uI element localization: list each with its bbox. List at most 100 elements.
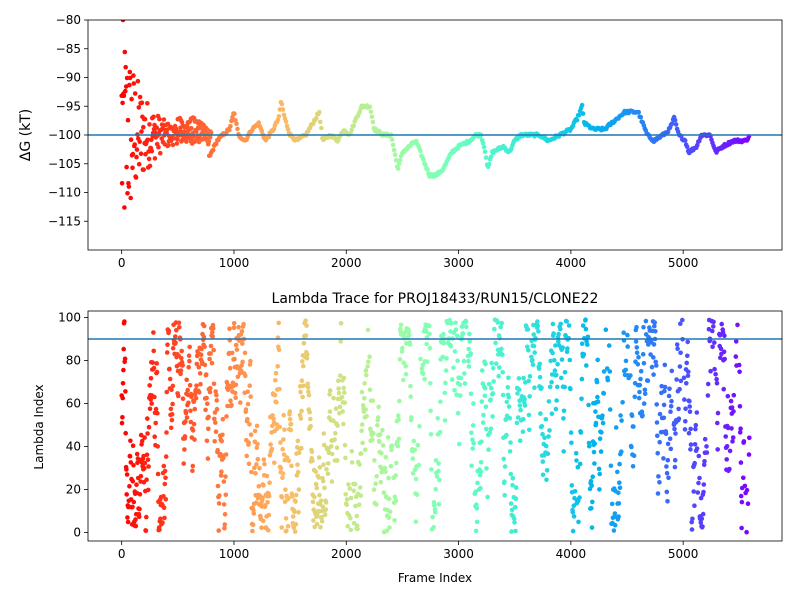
lambda-point: [568, 430, 574, 435]
lambda-point: [339, 394, 345, 400]
top-x-tick-label: 3000: [443, 256, 474, 270]
lambda-point: [217, 493, 222, 498]
lambda-point: [186, 353, 192, 359]
lambda-point: [413, 519, 419, 524]
lambda-point: [359, 428, 364, 434]
lambda-point: [729, 405, 735, 410]
lambda-point: [416, 462, 422, 468]
lambda-point: [554, 372, 559, 378]
lambda-point: [320, 478, 326, 484]
lambda-point: [401, 360, 407, 366]
lambda-point: [365, 364, 370, 369]
lambda-point: [428, 381, 433, 386]
lambda-point: [220, 432, 225, 438]
lambda-point: [701, 462, 707, 468]
lambda-point: [349, 460, 355, 465]
lambda-point: [543, 417, 549, 422]
lambda-point: [668, 409, 673, 415]
lambda-point: [190, 428, 196, 433]
lambda-point: [310, 499, 316, 505]
top-y-tick-label: −105: [48, 157, 81, 171]
lambda-point: [666, 393, 672, 399]
lambda-point: [215, 483, 221, 489]
lambda-point: [685, 353, 690, 359]
lambda-point: [543, 443, 549, 449]
lambda-point: [601, 369, 607, 374]
lambda-point: [527, 374, 533, 379]
delta-g-point: [317, 109, 322, 115]
lambda-point: [491, 379, 496, 384]
lambda-point: [168, 406, 174, 412]
lambda-point: [122, 319, 127, 324]
lambda-point: [252, 428, 258, 434]
lambda-point: [509, 529, 514, 534]
lambda-point: [157, 527, 162, 532]
lambda-point: [194, 361, 200, 367]
lambda-point: [499, 346, 504, 352]
delta-g-point: [391, 147, 397, 153]
lambda-point: [562, 370, 568, 375]
lambda-point: [130, 443, 136, 449]
lambda-point: [489, 385, 494, 391]
lambda-point: [737, 369, 742, 375]
lambda-point: [552, 358, 557, 363]
lambda-point: [137, 506, 142, 512]
lambda-point: [477, 472, 483, 478]
lambda-point: [275, 364, 281, 369]
lambda-point: [540, 459, 546, 464]
lambda-point: [227, 365, 233, 371]
lambda-point: [206, 426, 211, 432]
lambda-point: [678, 350, 683, 356]
lambda-point: [564, 319, 569, 324]
lambda-point: [728, 398, 734, 404]
lambda-point: [124, 467, 129, 472]
lambda-point: [436, 468, 441, 474]
lambda-point: [677, 386, 682, 392]
lambda-point: [555, 384, 560, 390]
lambda-point: [121, 367, 126, 373]
lambda-point: [480, 420, 486, 425]
lambda-point: [313, 469, 319, 474]
delta-g-point: [189, 126, 194, 131]
delta-g-point: [580, 111, 586, 116]
lambda-point: [502, 479, 507, 485]
lambda-point: [295, 469, 301, 475]
lambda-point: [654, 363, 659, 368]
lambda-point: [631, 424, 636, 429]
lambda-point: [120, 415, 125, 420]
lambda-point: [471, 401, 476, 406]
lambda-point: [206, 414, 211, 420]
lambda-point: [526, 412, 532, 418]
lambda-point: [617, 461, 622, 467]
lambda-point: [520, 429, 526, 435]
lambda-point: [410, 471, 416, 476]
lambda-point: [163, 497, 169, 502]
lambda-point: [508, 471, 514, 477]
lambda-point: [170, 345, 176, 351]
lambda-point: [386, 515, 392, 520]
lambda-point: [727, 466, 732, 472]
bottom-y-tick-label: 0: [73, 525, 81, 539]
lambda-point: [651, 342, 657, 347]
lambda-point: [333, 406, 339, 412]
delta-g-point: [695, 142, 700, 148]
lambda-point: [550, 350, 555, 356]
lambda-point: [277, 386, 282, 392]
lambda-point: [301, 340, 307, 346]
lambda-point: [704, 444, 709, 449]
lambda-point: [260, 518, 266, 524]
lambda-point: [504, 399, 510, 405]
lambda-point: [605, 377, 611, 383]
lambda-point: [188, 408, 193, 414]
lambda-point: [434, 474, 440, 479]
delta-g-point: [283, 119, 289, 124]
lambda-point: [239, 363, 244, 368]
lambda-point: [424, 341, 429, 347]
lambda-point: [591, 449, 597, 455]
lambda-point: [694, 410, 700, 415]
lambda-point: [288, 427, 294, 433]
lambda-point: [331, 418, 336, 424]
lambda-point: [688, 426, 693, 432]
lambda-point: [733, 339, 739, 344]
delta-g-point: [421, 157, 426, 162]
